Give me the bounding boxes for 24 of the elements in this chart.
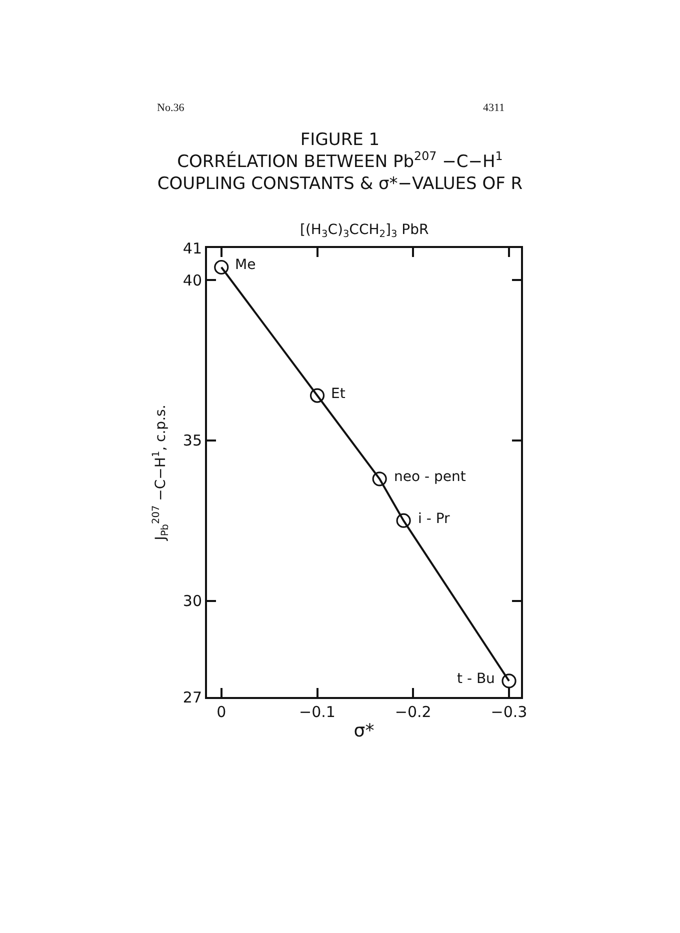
text: [(H$_{3}$C)$_{3}$CCH$_{2}$]$_{3}$ PbR [300, 222, 429, 240]
y-tick-label: 41 [182, 239, 202, 258]
x-tick-label: −0.1 [299, 703, 336, 721]
point [372, 472, 387, 486]
point [502, 674, 516, 688]
annotation: neo - pent [394, 469, 466, 485]
text: No.36 [157, 102, 185, 114]
text: 4311 [483, 102, 505, 114]
y-tick-label: 27 [182, 688, 202, 706]
annotation: t - Bu [457, 671, 495, 687]
annotation: i - Pr [418, 511, 450, 527]
x-axis-title: σ* [354, 720, 374, 742]
x-tick-label: 0 [216, 703, 226, 721]
annotation: Et [331, 386, 346, 402]
x-tick-label: −0.3 [490, 703, 528, 721]
chart-title: FIGURE 1 CORRÉLATION BETWEEN Pb$^{207}$ −C−H$^{1}$ COUPLING CONSTANTS & σ*−VALUES OF R [157, 130, 523, 194]
y-tick-label: 35 [182, 432, 202, 450]
x-tick-label: −0.2 [394, 703, 432, 721]
point [214, 260, 229, 275]
y-tick-label: 30 [182, 592, 202, 610]
point [310, 388, 325, 403]
point [396, 513, 411, 528]
y-tick-label: 40 [182, 271, 202, 290]
annotation: Me [235, 257, 256, 273]
